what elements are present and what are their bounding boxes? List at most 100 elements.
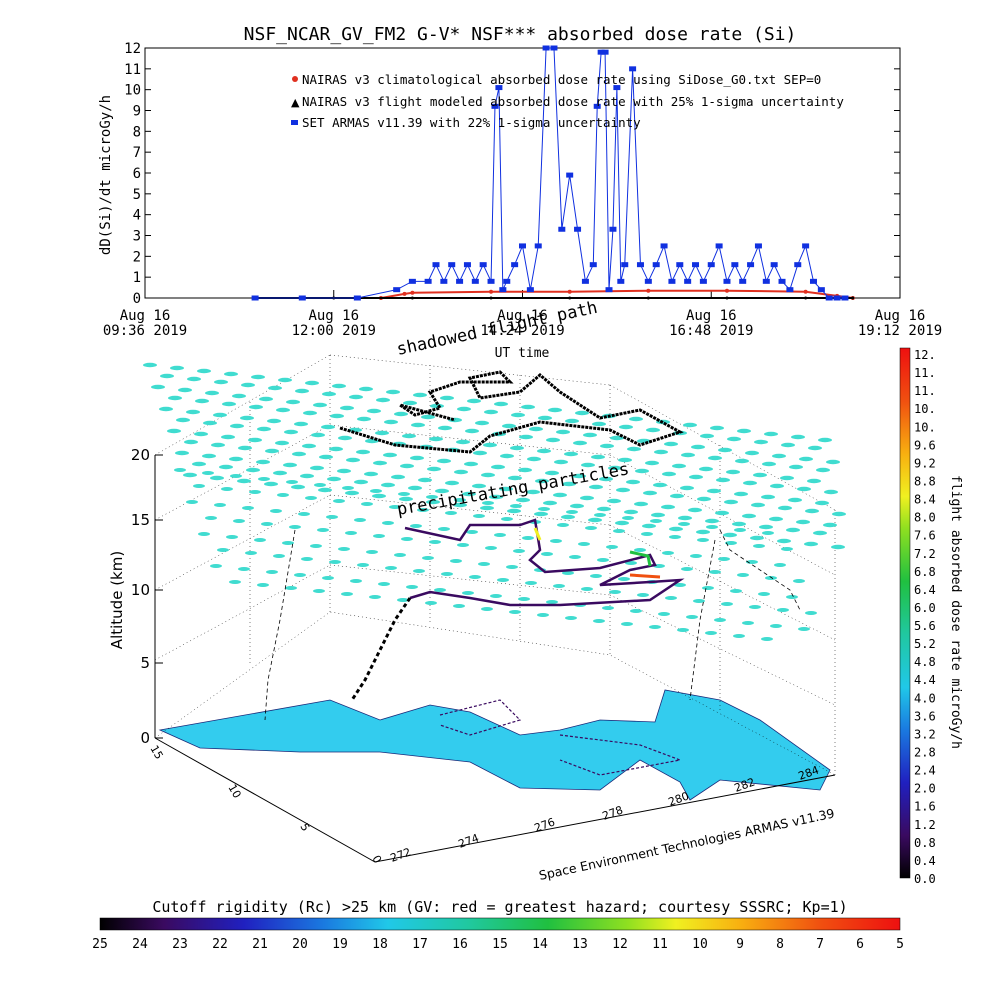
colorbar-rigidity-tick: 23 (172, 937, 188, 952)
armas-point (660, 243, 668, 249)
precip-marker (501, 517, 513, 521)
armas-point (668, 278, 676, 284)
precip-marker (238, 445, 252, 451)
top-plot-ylabel: dD(Si)/dt microGy/h (98, 95, 114, 255)
precip-marker (494, 401, 508, 407)
precip-marker (389, 505, 401, 509)
flight-path-climb (350, 597, 412, 701)
precip-marker (590, 574, 602, 578)
precip-marker (714, 618, 726, 622)
precip-marker (565, 616, 577, 620)
precip-marker (554, 459, 568, 465)
precip-marker (429, 540, 441, 544)
armas-point (699, 278, 707, 284)
precip-marker (383, 452, 397, 458)
precip-marker (621, 622, 633, 626)
y-tick-label: 5 (133, 187, 141, 203)
precip-marker (537, 613, 549, 617)
colorbar-rigidity-tick: 12 (612, 937, 628, 952)
precip-marker (349, 394, 363, 400)
precip-marker (580, 495, 594, 501)
precip-marker (441, 572, 453, 576)
precip-marker (282, 541, 294, 545)
climatological-point (567, 289, 572, 294)
precip-marker (472, 483, 486, 489)
precip-marker (804, 541, 818, 547)
y-tick-label: 6 (133, 166, 141, 182)
precip-marker (275, 440, 289, 446)
colorbar-rigidity-tick: 25 (92, 937, 108, 952)
precip-marker (509, 610, 521, 614)
altitude-tick-label: 10 (131, 581, 150, 599)
precip-marker (367, 408, 381, 414)
precip-marker (194, 431, 208, 437)
precip-marker (599, 476, 613, 482)
precip-marker (411, 422, 425, 428)
longitude-tick-label: 276 (533, 815, 557, 834)
precip-marker (294, 421, 308, 427)
armas-point (511, 262, 519, 268)
precip-marker (229, 580, 241, 584)
precip-marker (394, 411, 408, 417)
precip-marker (278, 377, 292, 383)
precip-marker (721, 602, 733, 606)
precip-marker (781, 547, 793, 551)
altitude-tick-label: 0 (140, 729, 150, 747)
armas-point (644, 278, 652, 284)
precip-marker (410, 455, 424, 461)
colorbar-dose-rate-tick: 4.8 (914, 655, 936, 669)
precip-marker (799, 456, 813, 462)
latitude-tick-label: 5 (297, 821, 312, 834)
drop-line-east-2 (689, 539, 716, 701)
precip-marker (298, 512, 310, 516)
armas-point (723, 278, 731, 284)
armas-point (739, 278, 747, 284)
precip-marker (211, 442, 225, 448)
armas-point (794, 262, 802, 268)
precip-marker (745, 450, 759, 456)
precip-marker (715, 510, 729, 516)
precip-marker (678, 515, 692, 521)
precip-marker (777, 538, 791, 544)
legend-marker-climatological (292, 76, 298, 82)
precip-marker (313, 589, 325, 593)
precip-marker (562, 571, 574, 575)
credit-label: Space Environment Technologies ARMAS v11… (538, 806, 836, 883)
y-tick-label: 3 (133, 229, 141, 245)
precip-marker (217, 548, 229, 552)
precip-marker (642, 523, 656, 529)
armas-point (393, 287, 401, 293)
colorbar-rigidity-tick: 8 (776, 937, 784, 952)
flight-modeled-point (489, 296, 493, 300)
precip-marker (561, 514, 575, 520)
precip-marker (203, 420, 217, 426)
precip-marker (329, 560, 341, 564)
precip-marker (818, 437, 832, 443)
colorbar-dose-rate-tick: 12. (914, 348, 936, 362)
altitude-label: Altitude (km) (108, 551, 126, 649)
precip-marker (481, 472, 495, 478)
precip-marker (749, 605, 761, 609)
y-tick-label: 7 (133, 145, 141, 161)
precip-marker (478, 562, 490, 566)
colorbar-rigidity-tick: 14 (532, 937, 548, 952)
precip-marker (159, 406, 173, 412)
precip-marker (831, 544, 845, 550)
armas-point (408, 278, 416, 284)
colorbar-dose-rate-tick: 6.0 (914, 601, 936, 615)
precip-marker (641, 532, 653, 536)
armas-point (353, 295, 361, 301)
precip-marker (541, 552, 553, 556)
colorbar-rigidity-tick: 7 (816, 937, 824, 952)
armas-point (617, 278, 625, 284)
precip-marker (184, 439, 198, 445)
colorbar-rigidity-tick: 5 (896, 937, 904, 952)
armas-point (463, 262, 471, 268)
precip-marker (730, 589, 742, 593)
precip-marker (535, 478, 549, 484)
armas-point (503, 278, 511, 284)
precip-marker (650, 519, 662, 523)
longitude-tick-label: 280 (667, 789, 691, 808)
precipitation-field (143, 362, 846, 641)
colorbar-rigidity-tick: 20 (292, 937, 308, 952)
